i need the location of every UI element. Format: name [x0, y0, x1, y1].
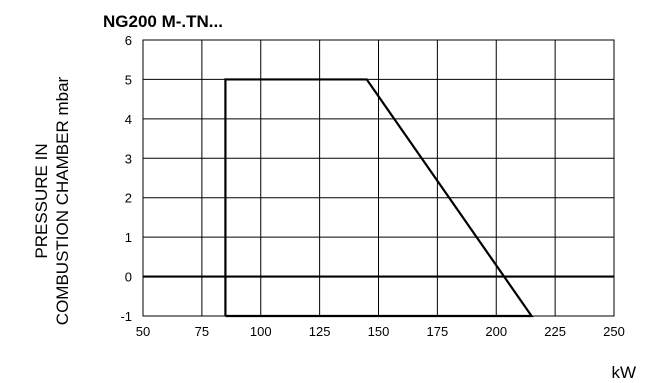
y-tick-label-4: 3: [125, 151, 132, 166]
x-tick-label-3: 125: [309, 324, 331, 339]
chart-title: NG200 M-.TN...: [103, 12, 223, 31]
y-tick-label-6: 5: [125, 72, 132, 87]
x-axis-label: kW: [611, 363, 636, 382]
x-tick-label-5: 175: [427, 324, 449, 339]
y-tick-labels: -1 0 1 2 3 4 5 6: [120, 33, 132, 324]
x-tick-label-7: 225: [544, 324, 566, 339]
x-tick-label-6: 200: [485, 324, 507, 339]
grid: [142, 39, 615, 317]
x-tick-label-1: 75: [195, 324, 209, 339]
x-tick-label-2: 100: [250, 324, 272, 339]
x-tick-label-4: 150: [368, 324, 390, 339]
y-axis-label: PRESSURE IN COMBUSTION CHAMBER mbar: [32, 76, 72, 325]
y-tick-label-1: 0: [125, 270, 132, 285]
y-tick-label-3: 2: [125, 191, 132, 206]
x-tick-label-8: 250: [603, 324, 625, 339]
y-tick-label-2: 1: [125, 230, 132, 245]
y-tick-label-5: 4: [125, 112, 132, 127]
plot-frame: [142, 39, 615, 317]
x-tick-label-0: 50: [136, 324, 150, 339]
y-axis-label-line-1: PRESSURE IN: [32, 143, 51, 258]
y-tick-label-7: 6: [125, 33, 132, 48]
y-axis-label-line-2: COMBUSTION CHAMBER mbar: [53, 76, 72, 325]
x-tick-labels: 50 75 100 125 150 175 200 225 250: [136, 324, 625, 339]
y-tick-label-0: -1: [120, 309, 132, 324]
